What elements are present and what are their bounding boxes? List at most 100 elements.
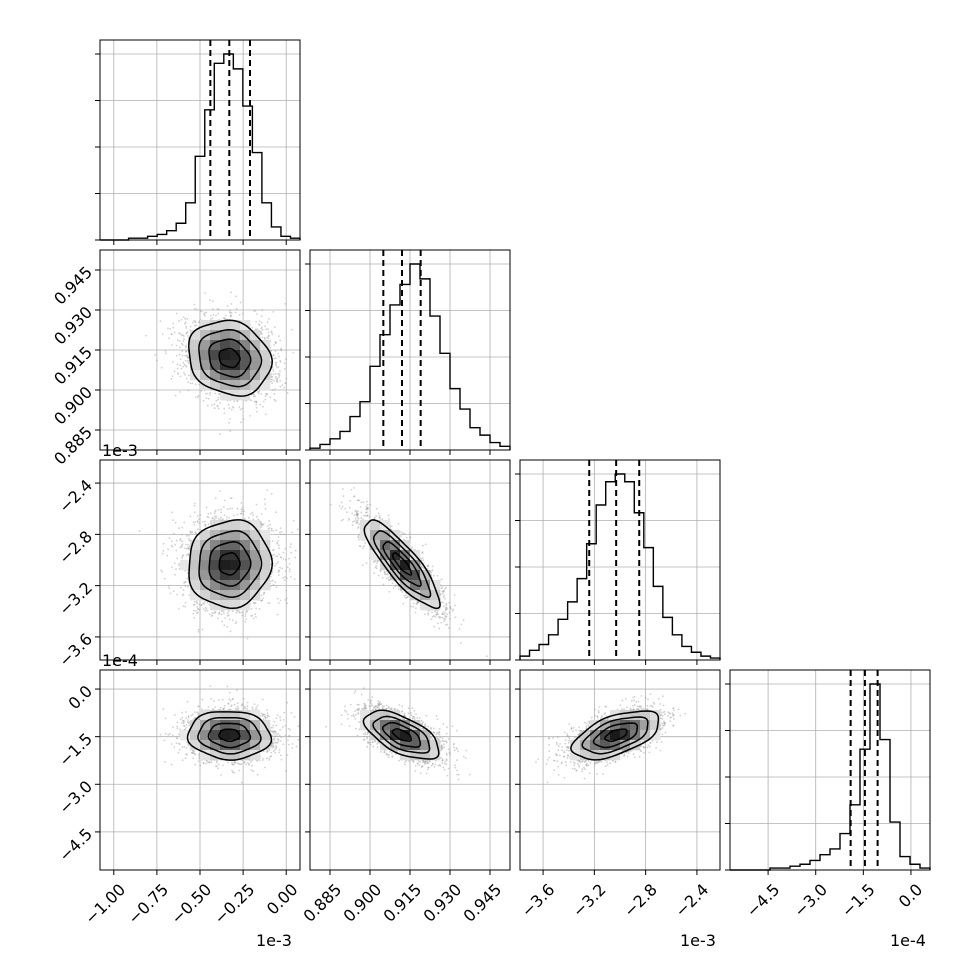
scatter-point: [255, 404, 257, 406]
scatter-point: [184, 606, 186, 608]
scatter-point: [171, 344, 173, 346]
scatter-point: [209, 392, 211, 394]
scatter-point: [199, 609, 201, 611]
scatter-point: [292, 352, 294, 354]
scatter-point: [277, 373, 279, 375]
scatter-point: [218, 408, 220, 410]
scatter-point: [187, 360, 189, 362]
scatter-point: [240, 422, 242, 424]
scatter-point: [179, 347, 181, 349]
scatter-point: [213, 314, 215, 316]
scatter-point: [221, 621, 223, 623]
scatter-point: [290, 543, 292, 545]
scatter-point: [165, 352, 167, 354]
scatter-point: [167, 328, 169, 330]
scatter-point: [195, 610, 197, 612]
scatter-point: [185, 360, 187, 362]
scatter-point: [207, 405, 209, 407]
panel-content: [145, 291, 294, 435]
scatter-point: [202, 629, 204, 631]
scatter-point: [254, 401, 256, 403]
scatter-point: [275, 350, 277, 352]
scatter-point: [208, 523, 210, 525]
scatter-point: [229, 312, 231, 314]
scatter-point: [286, 577, 288, 579]
scatter-point: [246, 611, 248, 613]
scatter-point: [273, 344, 275, 346]
scatter-point: [235, 296, 237, 298]
scatter-point: [206, 516, 208, 518]
panel-2-0: [100, 460, 300, 660]
scatter-point: [183, 589, 185, 591]
scatter-point: [199, 514, 201, 516]
density-cell: [260, 380, 270, 390]
scatter-point: [279, 380, 281, 382]
scatter-point: [209, 299, 211, 301]
scatter-point: [278, 571, 280, 573]
scatter-point: [204, 315, 206, 317]
scatter-point: [261, 595, 263, 597]
scatter-point: [185, 327, 187, 329]
scatter-point: [261, 600, 263, 602]
scatter-point: [283, 533, 285, 535]
scatter-point: [188, 363, 190, 365]
scatter-point: [280, 600, 282, 602]
scatter-point: [182, 366, 184, 368]
scatter-point: [231, 303, 233, 305]
scatter-point: [275, 400, 277, 402]
density-cell: [250, 380, 260, 390]
scatter-point: [185, 581, 187, 583]
scatter-point: [187, 381, 189, 383]
panel-3-3: [725, 670, 930, 870]
scatter-point: [215, 400, 217, 402]
scatter-point: [183, 522, 185, 524]
scatter-point: [198, 631, 200, 633]
scatter-point: [227, 305, 229, 307]
scatter-point: [196, 613, 198, 615]
scatter-point: [260, 393, 262, 395]
scatter-point: [277, 353, 279, 355]
scatter-point: [271, 333, 273, 335]
scatter-point: [198, 629, 200, 631]
scatter-point: [253, 618, 255, 620]
scatter-point: [188, 389, 190, 391]
scatter-point: [256, 313, 258, 315]
scatter-point: [180, 358, 182, 360]
scatter-point: [245, 615, 247, 617]
scatter-point: [192, 613, 194, 615]
scatter-point: [214, 513, 216, 515]
scatter-point: [219, 490, 221, 492]
scatter-point: [206, 608, 208, 610]
scatter-point: [274, 388, 276, 390]
scatter-point: [286, 602, 288, 604]
scatter-point: [285, 559, 287, 561]
scatter-point: [201, 604, 203, 606]
scatter-point: [254, 395, 256, 397]
scatter-point: [284, 576, 286, 578]
scatter-point: [253, 394, 255, 396]
scatter-point: [261, 326, 263, 328]
scatter-point: [257, 391, 259, 393]
scatter-point: [271, 331, 273, 333]
scatter-point: [275, 511, 277, 513]
scatter-point: [237, 514, 239, 516]
scatter-point: [273, 355, 275, 357]
scatter-point: [278, 536, 280, 538]
scatter-point: [255, 321, 257, 323]
scatter-point: [273, 358, 275, 360]
scatter-point: [204, 610, 206, 612]
scatter-point: [172, 546, 174, 548]
scatter-point: [163, 550, 165, 552]
scatter-point: [186, 355, 188, 357]
scatter-point: [169, 328, 171, 330]
scatter-point: [139, 530, 141, 532]
scatter-point: [187, 546, 189, 548]
scatter-point: [277, 378, 279, 380]
scatter-point: [245, 618, 247, 620]
scatter-point: [179, 547, 181, 549]
scatter-point: [181, 350, 183, 352]
scatter-point: [188, 594, 190, 596]
scatter-point: [184, 374, 186, 376]
scatter-point: [187, 331, 189, 333]
